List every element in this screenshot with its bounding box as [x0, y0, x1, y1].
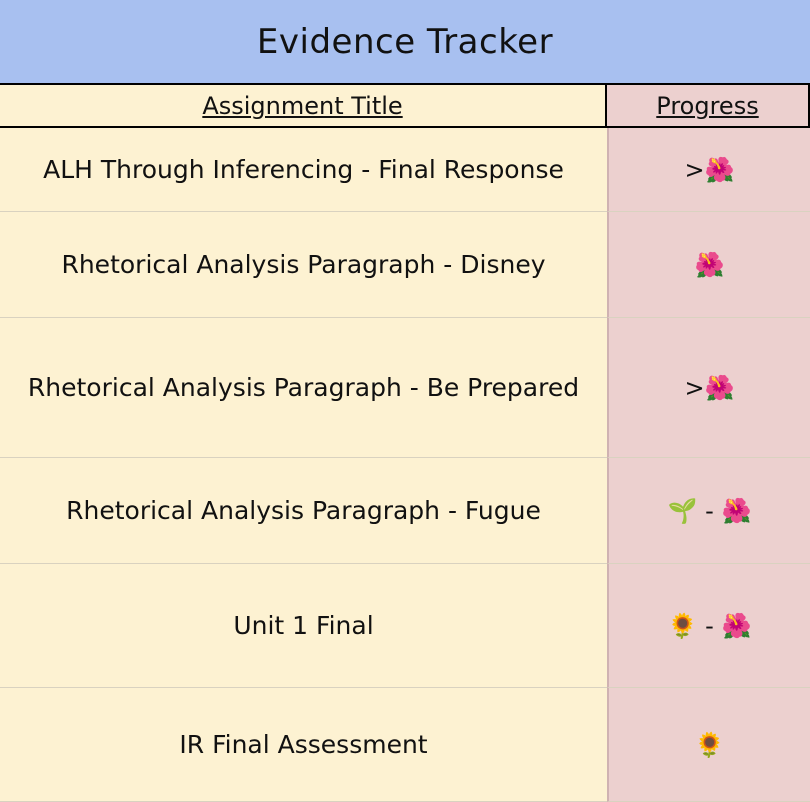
assignment-cell[interactable]: Rhetorical Analysis Paragraph - Be Prepa…	[0, 318, 607, 458]
table-row: IR Final Assessment 🌻	[0, 688, 810, 802]
progress-cell[interactable]: 🌻 - 🌺	[607, 564, 810, 688]
table-row: Rhetorical Analysis Paragraph - Be Prepa…	[0, 318, 810, 458]
assignment-cell[interactable]: IR Final Assessment	[0, 688, 607, 802]
table-row: ALH Through Inferencing - Final Response…	[0, 128, 810, 212]
header-row: Assignment Title Progress	[0, 85, 810, 128]
header-progress[interactable]: Progress	[607, 85, 810, 128]
progress-cell[interactable]: 🌱 - 🌺	[607, 458, 810, 564]
assignment-cell[interactable]: ALH Through Inferencing - Final Response	[0, 128, 607, 212]
table-row: Rhetorical Analysis Paragraph - Fugue 🌱 …	[0, 458, 810, 564]
progress-cell[interactable]: >🌺	[607, 128, 810, 212]
progress-cell[interactable]: >🌺	[607, 318, 810, 458]
assignment-cell[interactable]: Rhetorical Analysis Paragraph - Fugue	[0, 458, 607, 564]
assignment-cell[interactable]: Rhetorical Analysis Paragraph - Disney	[0, 212, 607, 318]
sheet-title: Evidence Tracker	[256, 21, 554, 62]
table-row: Rhetorical Analysis Paragraph - Disney 🌺	[0, 212, 810, 318]
assignment-cell[interactable]: Unit 1 Final	[0, 564, 607, 688]
sheet-title-bar[interactable]: Evidence Tracker	[0, 0, 810, 85]
table-row: Unit 1 Final 🌻 - 🌺	[0, 564, 810, 688]
progress-cell[interactable]: 🌺	[607, 212, 810, 318]
header-assignment-title[interactable]: Assignment Title	[0, 85, 607, 128]
progress-cell[interactable]: 🌻	[607, 688, 810, 802]
